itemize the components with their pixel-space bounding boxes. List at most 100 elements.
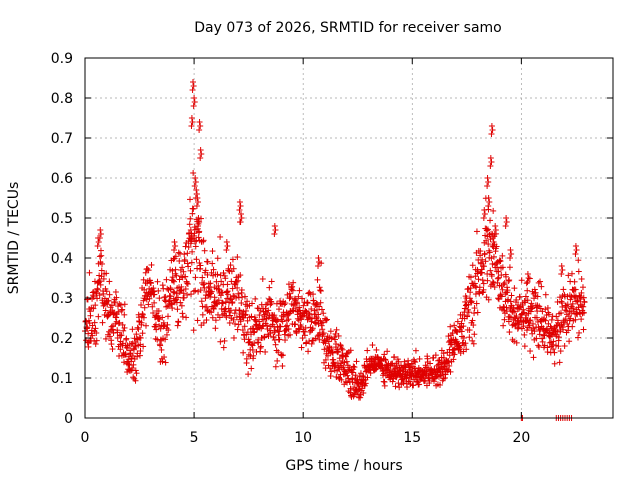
data-point xyxy=(209,248,216,255)
data-point xyxy=(234,277,241,284)
data-point xyxy=(273,318,280,325)
data-point xyxy=(267,330,274,337)
data-point xyxy=(338,376,345,383)
data-point xyxy=(130,346,137,353)
data-point xyxy=(348,392,355,399)
data-point xyxy=(506,329,513,336)
data-point xyxy=(474,309,481,316)
data-point xyxy=(106,291,113,298)
data-point xyxy=(103,270,110,277)
data-point xyxy=(413,378,420,385)
data-point xyxy=(259,323,266,330)
data-point xyxy=(99,260,106,267)
data-point xyxy=(150,288,157,295)
data-point xyxy=(469,317,476,324)
data-point xyxy=(328,346,335,353)
data-point xyxy=(318,306,325,313)
data-point xyxy=(384,348,391,355)
data-point xyxy=(463,346,470,353)
data-point xyxy=(289,287,296,294)
data-points xyxy=(82,79,588,421)
data-point xyxy=(362,380,369,387)
data-point xyxy=(300,302,307,309)
data-point xyxy=(98,267,105,274)
data-point xyxy=(487,267,494,274)
data-point xyxy=(249,346,256,353)
data-point xyxy=(325,338,332,345)
data-point xyxy=(442,371,449,378)
data-point xyxy=(290,279,297,286)
data-point xyxy=(179,313,186,320)
data-point xyxy=(338,345,345,352)
data-point xyxy=(132,367,139,374)
data-point xyxy=(343,358,350,365)
data-point xyxy=(285,326,292,333)
data-point xyxy=(163,331,170,338)
data-point xyxy=(172,253,179,260)
data-point xyxy=(263,322,270,329)
data-point xyxy=(507,298,514,305)
data-point xyxy=(426,374,433,381)
data-point xyxy=(187,215,194,222)
data-point xyxy=(175,249,182,256)
data-point xyxy=(164,285,171,292)
data-point xyxy=(335,348,342,355)
data-point xyxy=(153,326,160,333)
data-point xyxy=(96,253,103,260)
data-point xyxy=(406,364,413,371)
data-point xyxy=(464,312,471,319)
data-point xyxy=(249,300,256,307)
data-point xyxy=(497,258,504,265)
data-point xyxy=(327,328,334,335)
data-point xyxy=(106,333,113,340)
data-point xyxy=(217,338,224,345)
data-point xyxy=(505,318,512,325)
data-point xyxy=(447,323,454,330)
data-point xyxy=(483,227,490,234)
data-point xyxy=(252,316,259,323)
data-point xyxy=(315,311,322,318)
data-point xyxy=(284,311,291,318)
data-point xyxy=(494,264,501,271)
data-point xyxy=(304,299,311,306)
data-point xyxy=(193,256,200,263)
data-point xyxy=(329,349,336,356)
data-point xyxy=(317,299,324,306)
data-point xyxy=(138,319,145,326)
data-point xyxy=(135,326,142,333)
data-point xyxy=(496,258,503,265)
data-point xyxy=(321,346,328,353)
data-point xyxy=(411,358,418,365)
data-point xyxy=(108,341,115,348)
data-point xyxy=(257,344,264,351)
data-point xyxy=(128,358,135,365)
data-point xyxy=(473,300,480,307)
data-point xyxy=(256,312,263,319)
data-point xyxy=(467,285,474,292)
data-point xyxy=(466,334,473,341)
data-point xyxy=(144,265,151,272)
data-point xyxy=(159,314,166,321)
data-point xyxy=(493,260,500,267)
data-point xyxy=(499,264,506,271)
data-point xyxy=(317,287,324,294)
data-point xyxy=(231,310,238,317)
data-point xyxy=(306,289,313,296)
data-point xyxy=(182,273,189,280)
data-point xyxy=(282,300,289,307)
data-point xyxy=(416,355,423,362)
data-point xyxy=(287,331,294,338)
data-point xyxy=(510,304,517,311)
data-point xyxy=(490,207,497,214)
data-point xyxy=(410,382,417,389)
data-point xyxy=(475,276,482,283)
data-point xyxy=(115,308,122,315)
data-point xyxy=(296,304,303,311)
data-point xyxy=(308,340,315,347)
data-point xyxy=(431,378,438,385)
data-point xyxy=(208,309,215,316)
data-point xyxy=(145,267,152,274)
data-point xyxy=(272,341,279,348)
data-point xyxy=(333,373,340,380)
data-point xyxy=(261,334,268,341)
